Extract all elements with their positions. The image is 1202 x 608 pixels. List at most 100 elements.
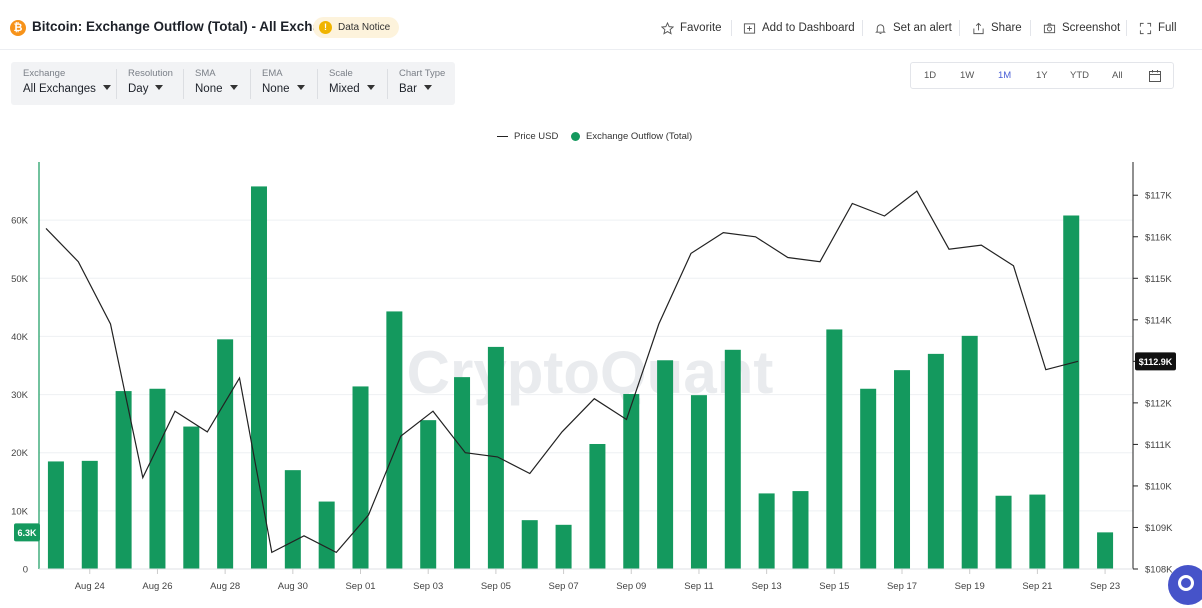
- resolution-select[interactable]: Resolution Day: [128, 68, 173, 100]
- share-label: Share: [991, 22, 1022, 34]
- data-notice-button[interactable]: ! Data Notice: [313, 17, 400, 38]
- chat-support-button[interactable]: [1168, 565, 1202, 605]
- x-tick-label: Sep 07: [549, 581, 579, 592]
- resolution-label: Resolution: [128, 68, 173, 79]
- line-swatch-icon: [497, 135, 508, 138]
- legend-price-label: Price USD: [514, 131, 559, 142]
- y-right-tick-label: $116K: [1145, 232, 1172, 243]
- page-title: Bitcoin: Exchange Outflow (Total) - All …: [32, 19, 352, 34]
- dot-swatch-icon: [571, 132, 580, 141]
- outflow-bar: [894, 370, 911, 569]
- outflow-bar: [927, 353, 944, 569]
- y-right-tick-label: $117K: [1145, 191, 1172, 202]
- x-tick-label: Aug 30: [278, 581, 308, 592]
- sma-label: SMA: [195, 68, 216, 79]
- outflow-bar: [217, 339, 234, 569]
- x-tick-label: Sep 09: [616, 581, 646, 592]
- divider: [1126, 20, 1127, 36]
- divider: [183, 69, 184, 99]
- scale-select[interactable]: Scale Mixed: [329, 68, 375, 100]
- outflow-bar: [758, 493, 775, 569]
- screenshot-button[interactable]: Screenshot: [1043, 22, 1120, 35]
- star-icon: [661, 21, 674, 35]
- add-to-dashboard-label: Add to Dashboard: [762, 22, 855, 34]
- chart-legend: Price USD Exchange Outflow (Total): [0, 131, 1202, 145]
- fullscreen-button[interactable]: Full: [1139, 22, 1177, 35]
- range-1y[interactable]: 1Y: [1036, 70, 1048, 81]
- caret-down-icon: [155, 85, 164, 91]
- scale-value: Mixed: [329, 83, 360, 95]
- divider: [1030, 20, 1031, 36]
- x-tick-label: Sep 17: [887, 581, 917, 592]
- ema-label: EMA: [262, 68, 283, 79]
- legend-outflow-label: Exchange Outflow (Total): [586, 131, 693, 142]
- range-1w[interactable]: 1W: [960, 70, 975, 81]
- outflow-bar: [115, 391, 132, 569]
- divider: [862, 20, 863, 36]
- time-range-selector: 1D 1W 1M 1Y YTD All: [910, 62, 1174, 89]
- screenshot-label: Screenshot: [1062, 22, 1121, 34]
- outflow-bar: [352, 386, 369, 569]
- x-tick-label: Sep 05: [481, 581, 511, 592]
- outflow-bar: [1097, 532, 1114, 569]
- exchange-outflow-chart[interactable]: 010K20K30K40K50K60KCryptoQuant$108K$109K…: [0, 150, 1202, 608]
- ema-select[interactable]: EMA None: [262, 68, 305, 100]
- y-left-tick-label: 0: [23, 565, 28, 576]
- y-right-tick-label: $115K: [1145, 274, 1172, 285]
- caret-down-icon: [229, 85, 238, 91]
- x-tick-label: Sep 15: [819, 581, 849, 592]
- outflow-bar: [454, 377, 471, 569]
- add-to-dashboard-button[interactable]: Add to Dashboard: [743, 22, 855, 35]
- range-all[interactable]: All: [1112, 70, 1123, 81]
- y-left-tick-label: 20K: [11, 448, 29, 459]
- exchange-select[interactable]: Exchange All Exchanges: [23, 68, 111, 100]
- favorite-label: Favorite: [680, 22, 722, 34]
- outflow-bar: [420, 420, 437, 569]
- outflow-bar: [657, 360, 674, 569]
- divider: [959, 20, 960, 36]
- caret-down-icon: [296, 85, 305, 91]
- outflow-bar: [250, 186, 267, 570]
- y-left-tick-label: 40K: [11, 332, 29, 343]
- camera-icon: [1043, 22, 1056, 33]
- range-1m[interactable]: 1M: [998, 70, 1012, 81]
- caret-down-icon: [423, 85, 432, 91]
- chart-type-select[interactable]: Chart Type Bar: [399, 68, 445, 100]
- divider: [731, 20, 732, 36]
- exchange-value: All Exchanges: [23, 83, 96, 95]
- outflow-bar: [487, 346, 504, 569]
- legend-exchange-outflow[interactable]: Exchange Outflow (Total): [571, 131, 692, 142]
- calendar-icon[interactable]: [1148, 69, 1162, 83]
- dashboard-add-icon: [743, 22, 756, 34]
- price-line: [45, 190, 1079, 554]
- y-right-tick-label: $110K: [1145, 481, 1172, 492]
- outflow-bar: [724, 349, 741, 569]
- chart-type-label: Chart Type: [399, 68, 446, 79]
- y-right-tick-label: $112K: [1145, 398, 1172, 409]
- sma-select[interactable]: SMA None: [195, 68, 238, 100]
- x-tick-label: Sep 23: [1090, 581, 1120, 592]
- outflow-bar: [690, 395, 707, 569]
- y-left-tick-label: 50K: [11, 274, 29, 285]
- outflow-bar: [961, 335, 978, 569]
- range-1d[interactable]: 1D: [924, 70, 937, 81]
- set-alert-button[interactable]: Set an alert: [874, 22, 952, 35]
- ema-value: None: [262, 83, 290, 95]
- range-ytd[interactable]: YTD: [1070, 70, 1089, 81]
- legend-price-usd[interactable]: Price USD: [497, 131, 558, 142]
- bitcoin-icon: ₿: [10, 20, 26, 36]
- x-tick-label: Aug 28: [210, 581, 240, 592]
- x-tick-label: Aug 26: [142, 581, 172, 592]
- resolution-value: Day: [128, 83, 149, 95]
- x-tick-label: Sep 03: [413, 581, 443, 592]
- share-button[interactable]: Share: [972, 22, 1022, 35]
- y-right-tick-label: $109K: [1145, 523, 1173, 534]
- outflow-bar: [1029, 494, 1046, 569]
- outflow-bar: [47, 461, 64, 569]
- divider: [387, 69, 388, 99]
- caret-down-icon: [102, 85, 111, 91]
- outflow-bar: [149, 388, 166, 569]
- favorite-button[interactable]: Favorite: [661, 21, 722, 35]
- caret-down-icon: [366, 85, 375, 91]
- outflow-bar: [860, 388, 877, 569]
